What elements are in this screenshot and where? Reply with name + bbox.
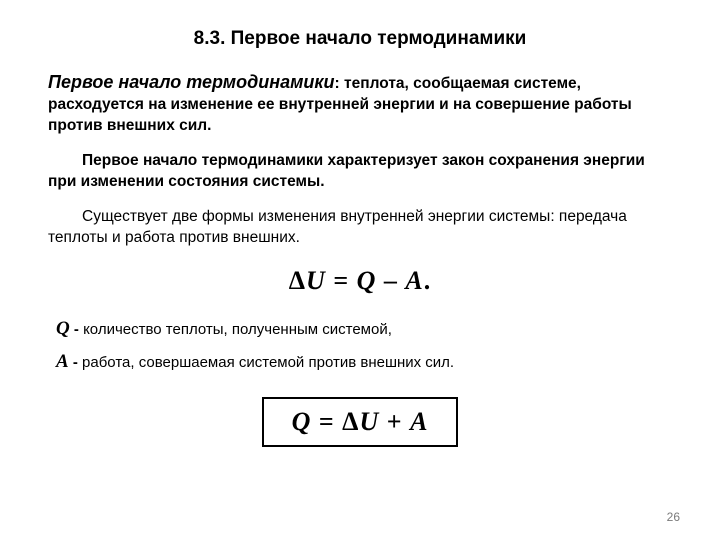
- u-var: U: [359, 407, 379, 436]
- definition-paragraph: Первое начало термодинамики: теплота, со…: [48, 70, 672, 137]
- plus-sign: +: [379, 407, 410, 436]
- section-title: 8.3. Первое начало термодинамики: [48, 28, 672, 50]
- minus-sign: –: [376, 266, 405, 295]
- definition-lead: Первое начало термодинамики: [48, 72, 335, 92]
- a-description: работа, совершаемая системой против внеш…: [82, 354, 454, 371]
- legend-q-row: Q - количество теплоты, полученным систе…: [56, 314, 672, 344]
- legend-a-row: A - работа, совершаемая системой против …: [56, 347, 672, 377]
- u-var: U: [306, 266, 326, 295]
- delta-symbol: Δ: [289, 266, 306, 295]
- q-description: количество теплоты, полученным системой,: [83, 321, 392, 338]
- dash: -: [70, 321, 83, 338]
- a-symbol: A: [56, 351, 69, 372]
- period: .: [424, 266, 432, 295]
- equals-sign: =: [311, 407, 342, 436]
- q-symbol: Q: [56, 318, 70, 339]
- q-var: Q: [292, 407, 312, 436]
- page-number: 26: [667, 510, 680, 524]
- equation-q-wrap: Q = ΔU + A: [48, 397, 672, 447]
- equals-sign: =: [326, 266, 357, 295]
- dash: -: [69, 354, 82, 371]
- paragraph-characterization: Первое начало термодинамики характеризуе…: [48, 151, 672, 193]
- a-var: A: [410, 407, 428, 436]
- delta-symbol: Δ: [342, 407, 359, 436]
- equation-q-box: Q = ΔU + A: [262, 397, 459, 447]
- q-var: Q: [357, 266, 377, 295]
- equation-delta-u: ΔU = Q – A.: [48, 266, 672, 296]
- legend-block: Q - количество теплоты, полученным систе…: [56, 314, 672, 377]
- a-var: A: [405, 266, 423, 295]
- paragraph-two-forms: Существует две формы изменения внутренне…: [48, 207, 672, 249]
